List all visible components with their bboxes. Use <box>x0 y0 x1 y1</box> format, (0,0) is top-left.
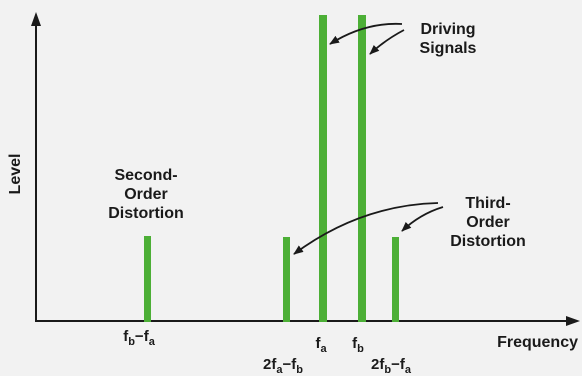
y-axis-label: Level <box>7 154 24 195</box>
third-order-line-3: Distortion <box>450 233 526 250</box>
driving-signals-line-1: Driving <box>420 21 475 38</box>
bar-2fb-minus-fa <box>392 237 399 322</box>
second-order-distortion-label: Second- Order Distortion <box>108 167 184 222</box>
y-axis-arrowhead <box>31 12 41 26</box>
bar-fb-minus-fa <box>144 236 151 322</box>
spectral-bars <box>144 15 399 322</box>
third-order-line-2: Order <box>466 214 510 231</box>
frequency-labels: fb−fa 2fa−fb fa fb 2fb−fa <box>123 328 412 376</box>
second-order-line-2: Order <box>124 186 168 203</box>
bar-fa-driving-signal <box>319 15 327 322</box>
arrow-to-2fb-minus-fa <box>401 206 444 232</box>
third-order-distortion-label: Third- Order Distortion <box>450 195 526 250</box>
second-order-line-1: Second- <box>114 167 177 184</box>
arrow-to-fb <box>369 29 405 55</box>
x-axis-arrowhead <box>566 316 580 326</box>
x-axis-label: Frequency <box>497 334 578 351</box>
driving-signals-line-2: Signals <box>420 40 477 57</box>
label-fa: fa <box>315 335 327 355</box>
driving-signals-label: Driving Signals <box>420 21 477 57</box>
arrow-to-fa <box>329 22 403 45</box>
annotation-arrows <box>293 22 444 255</box>
bar-2fa-minus-fb <box>283 237 290 322</box>
label-fb: fb <box>352 335 364 355</box>
label-2fb-minus-fa: 2fb−fa <box>371 356 412 376</box>
label-fb-minus-fa: fb−fa <box>123 328 156 348</box>
third-order-line-1: Third- <box>465 195 510 212</box>
axes: Level Frequency <box>7 12 580 351</box>
arrow-to-2fa-minus-fb <box>293 202 439 255</box>
label-2fa-minus-fb: 2fa−fb <box>263 356 303 376</box>
second-order-line-3: Distortion <box>108 205 184 222</box>
bar-fb-driving-signal <box>358 15 366 322</box>
